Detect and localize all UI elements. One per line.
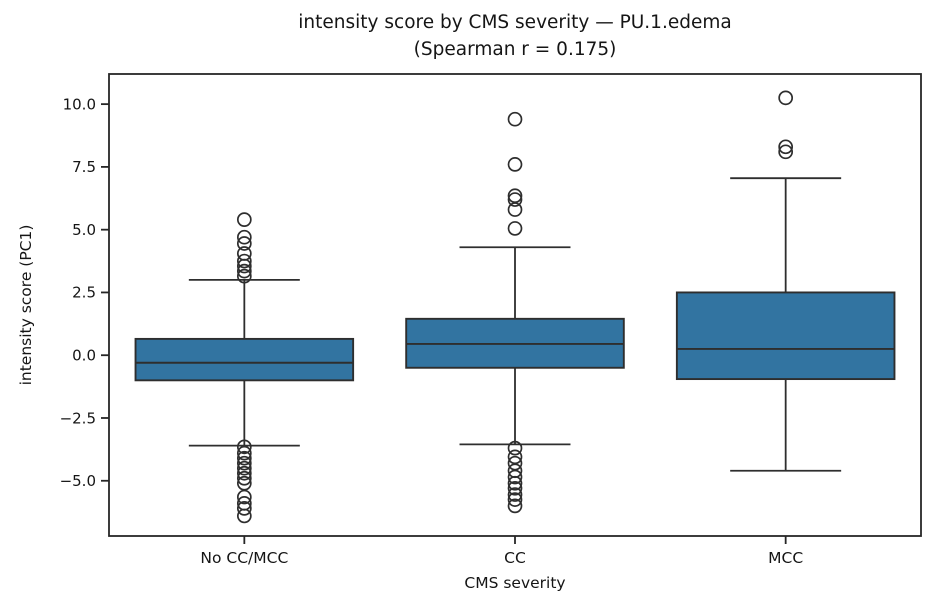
outlier-point [236,455,252,471]
outlier-point [236,489,252,505]
outlier-point [507,221,523,236]
y-tick-label: 5.0 [72,221,96,239]
y-tick-label: 10.0 [63,95,96,113]
chart-title-line1: intensity score by CMS severity — PU.1.e… [298,12,732,33]
outlier-point [236,236,252,251]
outlier-point [507,480,523,496]
outlier-point [236,258,252,274]
outlier-point [236,268,252,284]
outlier-point [236,229,252,245]
y-axis-label: intensity score (PC1) [17,224,35,386]
box-3 [675,291,896,381]
y-tick-label: −2.5 [60,409,96,427]
y-tick-label: 2.5 [72,284,96,302]
y-tick-label: 7.5 [72,158,96,176]
outlier-point [507,492,523,507]
y-tick-label: −5.0 [60,472,96,490]
outlier-point [236,445,252,461]
x-axis-label: CMS severity [464,574,566,592]
outlier-point [507,111,523,127]
outlier-point [236,460,252,476]
outlier-point [507,498,523,514]
outlier-point [507,202,523,217]
y-tick-label: 0.0 [72,347,96,365]
outlier-point [507,440,523,456]
outlier-point [507,475,523,491]
outlier-point [236,246,252,261]
outlier-point [236,263,252,279]
outlier-point [507,192,523,207]
outlier-point [507,157,523,172]
outlier-point [236,501,252,516]
outlier-point [236,212,252,227]
outlier-point [778,139,794,155]
x-tick-label: CC [504,549,526,567]
outlier-point [236,253,252,269]
outlier-point [236,439,252,455]
chart-title: intensity score by CMS severity — PU.1.e… [109,9,921,63]
outlier-point [507,469,523,485]
outlier-point [236,450,252,466]
x-tick-label: MCC [768,549,803,567]
chart-title-line2: (Spearman r = 0.175) [413,39,617,60]
outlier-point [236,465,252,481]
outlier-point [507,487,523,502]
outlier-point [778,90,794,106]
box-1 [134,337,355,382]
x-tick-label: No CC/MCC [200,549,288,567]
outlier-point [778,144,794,160]
outlier-point [236,470,252,486]
outlier-point [236,508,252,524]
